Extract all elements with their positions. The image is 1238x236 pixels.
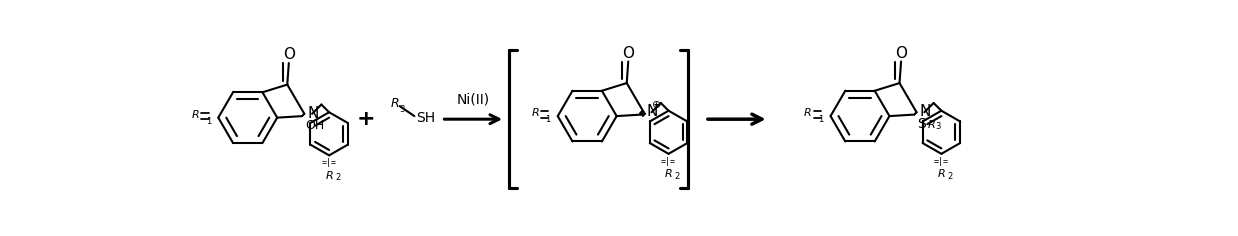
- Text: O: O: [623, 46, 634, 61]
- Text: 3: 3: [400, 105, 405, 114]
- Text: 2: 2: [335, 173, 340, 182]
- Text: =|=: =|=: [322, 158, 337, 168]
- Text: S: S: [917, 117, 926, 131]
- Text: N: N: [920, 104, 931, 119]
- Text: R: R: [326, 171, 333, 181]
- Text: 1: 1: [206, 117, 212, 126]
- Text: R: R: [665, 169, 672, 179]
- Text: =|=: =|=: [933, 157, 948, 166]
- Text: R: R: [927, 120, 935, 130]
- Text: N: N: [647, 104, 659, 119]
- Text: SH: SH: [416, 111, 435, 125]
- Text: R: R: [937, 169, 946, 179]
- Text: 2: 2: [947, 172, 953, 181]
- Text: 1: 1: [818, 115, 823, 124]
- Text: 2: 2: [675, 172, 680, 181]
- Text: O: O: [282, 47, 295, 62]
- Text: N: N: [307, 105, 319, 121]
- Text: R: R: [531, 108, 540, 118]
- Text: OH: OH: [305, 119, 324, 132]
- Text: ⊕: ⊕: [652, 100, 661, 110]
- Text: 3: 3: [935, 122, 941, 131]
- Text: Ni(II): Ni(II): [457, 92, 490, 106]
- Text: R: R: [805, 108, 812, 118]
- Text: 1: 1: [546, 115, 551, 124]
- Text: R: R: [192, 110, 199, 120]
- Text: R: R: [390, 97, 399, 110]
- Text: =|=: =|=: [661, 157, 676, 166]
- Text: +: +: [357, 109, 375, 129]
- Text: O: O: [895, 46, 907, 61]
